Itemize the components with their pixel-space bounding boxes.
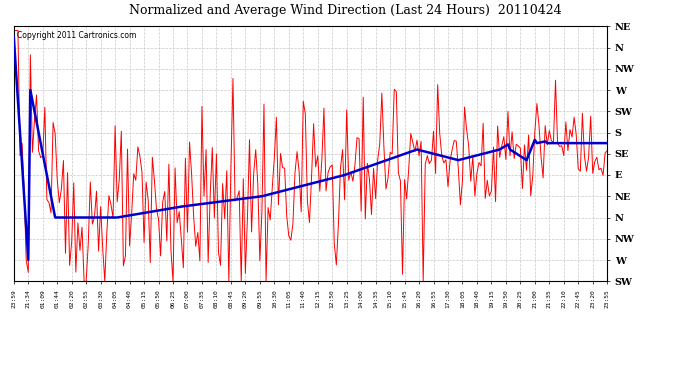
Text: Copyright 2011 Cartronics.com: Copyright 2011 Cartronics.com — [17, 32, 136, 40]
Text: Normalized and Average Wind Direction (Last 24 Hours)  20110424: Normalized and Average Wind Direction (L… — [129, 4, 561, 17]
